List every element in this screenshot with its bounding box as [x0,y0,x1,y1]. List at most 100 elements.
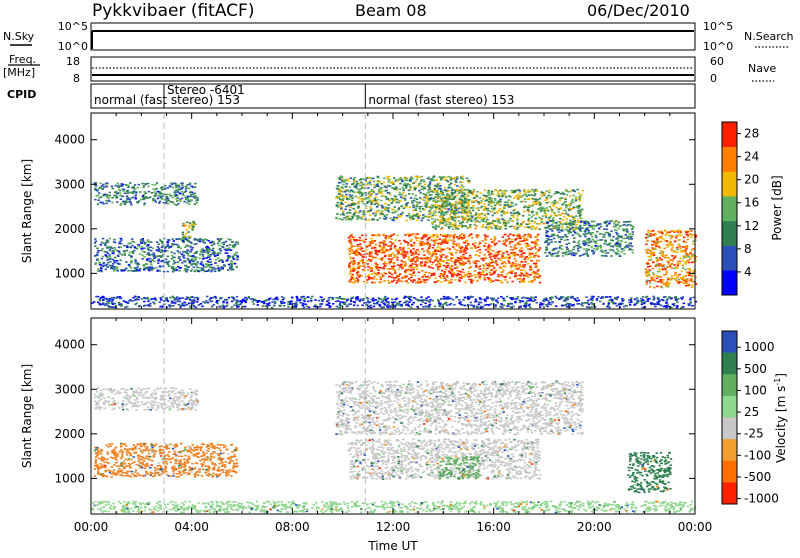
data-cell [444,203,446,205]
data-cell [232,257,234,259]
data-cell [141,255,143,257]
data-cell [501,211,503,213]
data-cell [602,250,604,252]
data-cell [552,222,554,224]
data-cell [493,208,495,210]
data-cell [498,276,500,278]
data-cell [140,248,142,250]
data-cell [460,256,462,258]
data-cell [413,271,415,273]
data-cell [435,208,437,210]
data-cell [438,250,440,252]
data-cell [533,190,535,192]
data-cell [595,243,597,245]
data-cell [159,201,161,203]
data-cell [551,255,553,257]
data-cell [537,270,539,272]
data-cell [490,239,492,241]
data-cell [107,266,109,268]
data-cell [194,270,196,272]
data-cell [395,218,397,220]
data-cell [371,247,373,249]
data-cell [621,248,623,250]
data-cell [189,261,191,263]
data-cell [558,225,560,227]
data-cell [647,230,649,232]
data-cell [184,235,186,237]
data-cell [159,255,161,257]
data-cell [581,209,583,211]
data-cell [200,251,202,253]
data-cell [408,215,410,217]
data-cell [412,193,414,195]
data-cell [565,206,567,208]
data-cell [594,241,596,243]
data-cell [678,274,680,276]
data-cell [369,196,371,198]
data-cell [664,230,666,232]
data-cell [372,241,374,243]
data-cell [453,192,455,194]
data-cell [683,255,685,257]
data-cell [437,219,439,221]
data-cell [458,212,460,214]
data-cell [451,209,453,211]
data-cell [457,273,459,275]
data-cell [399,273,401,275]
data-cell [513,255,515,257]
data-cell [446,275,448,277]
data-cell [555,207,557,209]
data-cell [175,183,177,185]
data-cell [579,229,581,231]
data-cell [444,238,446,240]
data-cell [439,276,441,278]
data-cell [523,266,525,268]
data-cell [340,202,342,204]
data-cell [421,238,423,240]
data-cell [555,241,557,243]
data-cell [208,249,210,251]
data-cell [482,271,484,273]
data-cell [595,249,597,251]
data-cell [559,241,561,243]
data-cell [568,250,570,252]
data-cell [231,241,233,243]
data-cell [173,260,175,262]
data-cell [356,277,358,279]
data-cell [402,248,404,250]
data-cell [486,274,488,276]
data-cell [519,278,521,280]
data-cell [448,282,450,284]
data-cell [127,186,129,188]
data-cell [434,260,436,262]
data-cell [415,282,417,284]
data-cell [467,206,469,208]
data-cell [595,235,597,237]
data-cell [344,180,346,182]
data-cell [466,178,468,180]
data-cell [565,221,567,223]
data-cell [478,209,480,211]
data-cell [119,246,121,248]
data-cell [686,271,688,273]
data-cell [148,191,150,193]
data-cell [443,278,445,280]
data-cell [217,243,219,245]
data-cell [459,280,461,282]
data-cell [94,242,96,244]
data-cell [411,201,413,203]
data-cell [660,281,662,283]
data-cell [177,184,179,186]
data-cell [344,196,346,198]
data-cell [363,214,365,216]
data-cell [153,191,155,193]
data-cell [167,256,169,258]
data-cell [217,252,219,254]
data-cell [488,191,490,193]
data-cell [119,241,121,243]
data-cell [135,198,137,200]
data-cell [227,238,229,240]
data-cell [134,189,136,191]
data-cell [190,236,192,238]
data-cell [354,181,356,183]
